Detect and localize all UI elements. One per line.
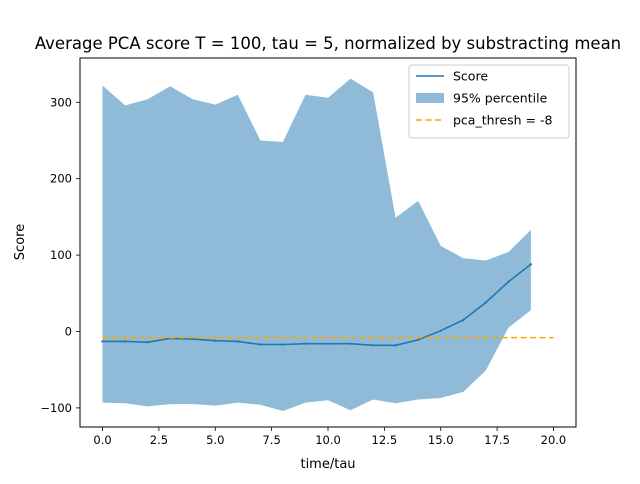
x-tick-label: 20.0 — [541, 433, 567, 447]
legend: Score 95% percentile pca_thresh = -8 — [408, 64, 570, 139]
y-tick-label: −100 — [40, 401, 72, 415]
x-tick-label: 10.0 — [315, 433, 341, 447]
plot-area — [101, 78, 554, 411]
chart-title: Average PCA score T = 100, tau = 5, norm… — [35, 34, 621, 53]
score-point — [191, 337, 194, 341]
x-tick-label: 15.0 — [428, 433, 454, 447]
x-tick-label: 17.5 — [484, 433, 510, 447]
score-point — [507, 280, 510, 283]
x-tick-label: 12.5 — [372, 433, 398, 447]
percentile-band — [102, 78, 531, 411]
x-tick-label: 7.5 — [262, 433, 280, 447]
score-point — [417, 338, 420, 342]
y-axis-label: Score — [13, 224, 28, 260]
score-point — [101, 340, 104, 343]
x-tick-label: 5.0 — [206, 433, 224, 447]
score-point — [371, 344, 375, 347]
score-point — [304, 342, 307, 345]
score-point — [281, 343, 285, 346]
score-point — [349, 342, 352, 345]
legend-box — [408, 64, 570, 139]
score-point — [123, 340, 127, 343]
x-tick-label: 2.5 — [150, 433, 168, 447]
legend-label: Score — [453, 69, 488, 84]
score-point — [462, 318, 465, 322]
y-tick-label: 0 — [65, 325, 72, 339]
score-point — [326, 342, 330, 345]
score-point — [259, 343, 262, 346]
legend-swatch-band — [416, 93, 444, 103]
x-tick-label: 0.0 — [93, 433, 111, 447]
score-point — [214, 339, 217, 342]
score-point — [146, 341, 149, 344]
score-point — [394, 344, 397, 347]
y-tick-label: 100 — [50, 248, 72, 262]
score-point — [236, 340, 239, 343]
score-point — [484, 301, 487, 304]
y-axis: −100 0 100 200 300 — [40, 95, 80, 415]
score-point — [529, 263, 533, 266]
y-tick-label: 300 — [50, 95, 72, 109]
x-axis-label: time/tau — [300, 457, 355, 472]
y-tick-label: 200 — [50, 172, 72, 186]
score-point — [439, 329, 442, 332]
score-line — [102, 263, 532, 347]
legend-label: pca_thresh = -8 — [453, 113, 552, 128]
legend-label: 95% percentile — [453, 91, 548, 106]
x-axis: 0.0 2.5 5.0 7.5 10.0 12.5 15.0 17.5 20.0 — [93, 427, 566, 447]
